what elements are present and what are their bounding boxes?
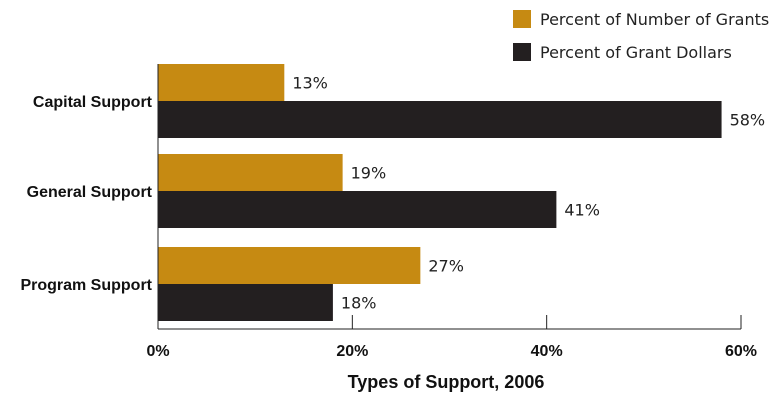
data-label: 41% — [564, 201, 600, 220]
category-label: Program Support — [20, 277, 152, 294]
data-label: 27% — [428, 257, 464, 276]
bar — [158, 191, 557, 228]
x-axis-title: Types of Support, 2006 — [348, 372, 545, 392]
category-label: General Support — [27, 184, 153, 201]
bar — [158, 247, 421, 284]
legend: Percent of Number of Grants Percent of Gr… — [513, 10, 769, 62]
legend-label: Percent of Number of Grants — [540, 10, 769, 29]
legend-swatch — [513, 43, 531, 61]
bar — [158, 64, 285, 101]
x-tick-label: 0% — [146, 343, 169, 360]
data-label: 19% — [351, 164, 387, 183]
category-labels: Capital Support General Support Program Su… — [20, 94, 152, 294]
legend-label: Percent of Grant Dollars — [540, 43, 732, 62]
bar — [158, 284, 333, 321]
bar — [158, 101, 722, 138]
value-labels: 13% 58% 19% 41% 27% 18% — [292, 74, 765, 313]
x-tick-label: 40% — [531, 343, 563, 360]
x-tick-label: 60% — [725, 343, 757, 360]
x-tick-label: 20% — [336, 343, 368, 360]
bars — [158, 64, 722, 321]
data-label: 58% — [730, 111, 766, 130]
axes: 0% 20% 40% 60% — [146, 64, 757, 360]
legend-swatch — [513, 10, 531, 28]
data-label: 18% — [341, 294, 377, 313]
data-label: 13% — [292, 74, 328, 93]
category-label: Capital Support — [33, 94, 153, 111]
bar — [158, 154, 343, 191]
